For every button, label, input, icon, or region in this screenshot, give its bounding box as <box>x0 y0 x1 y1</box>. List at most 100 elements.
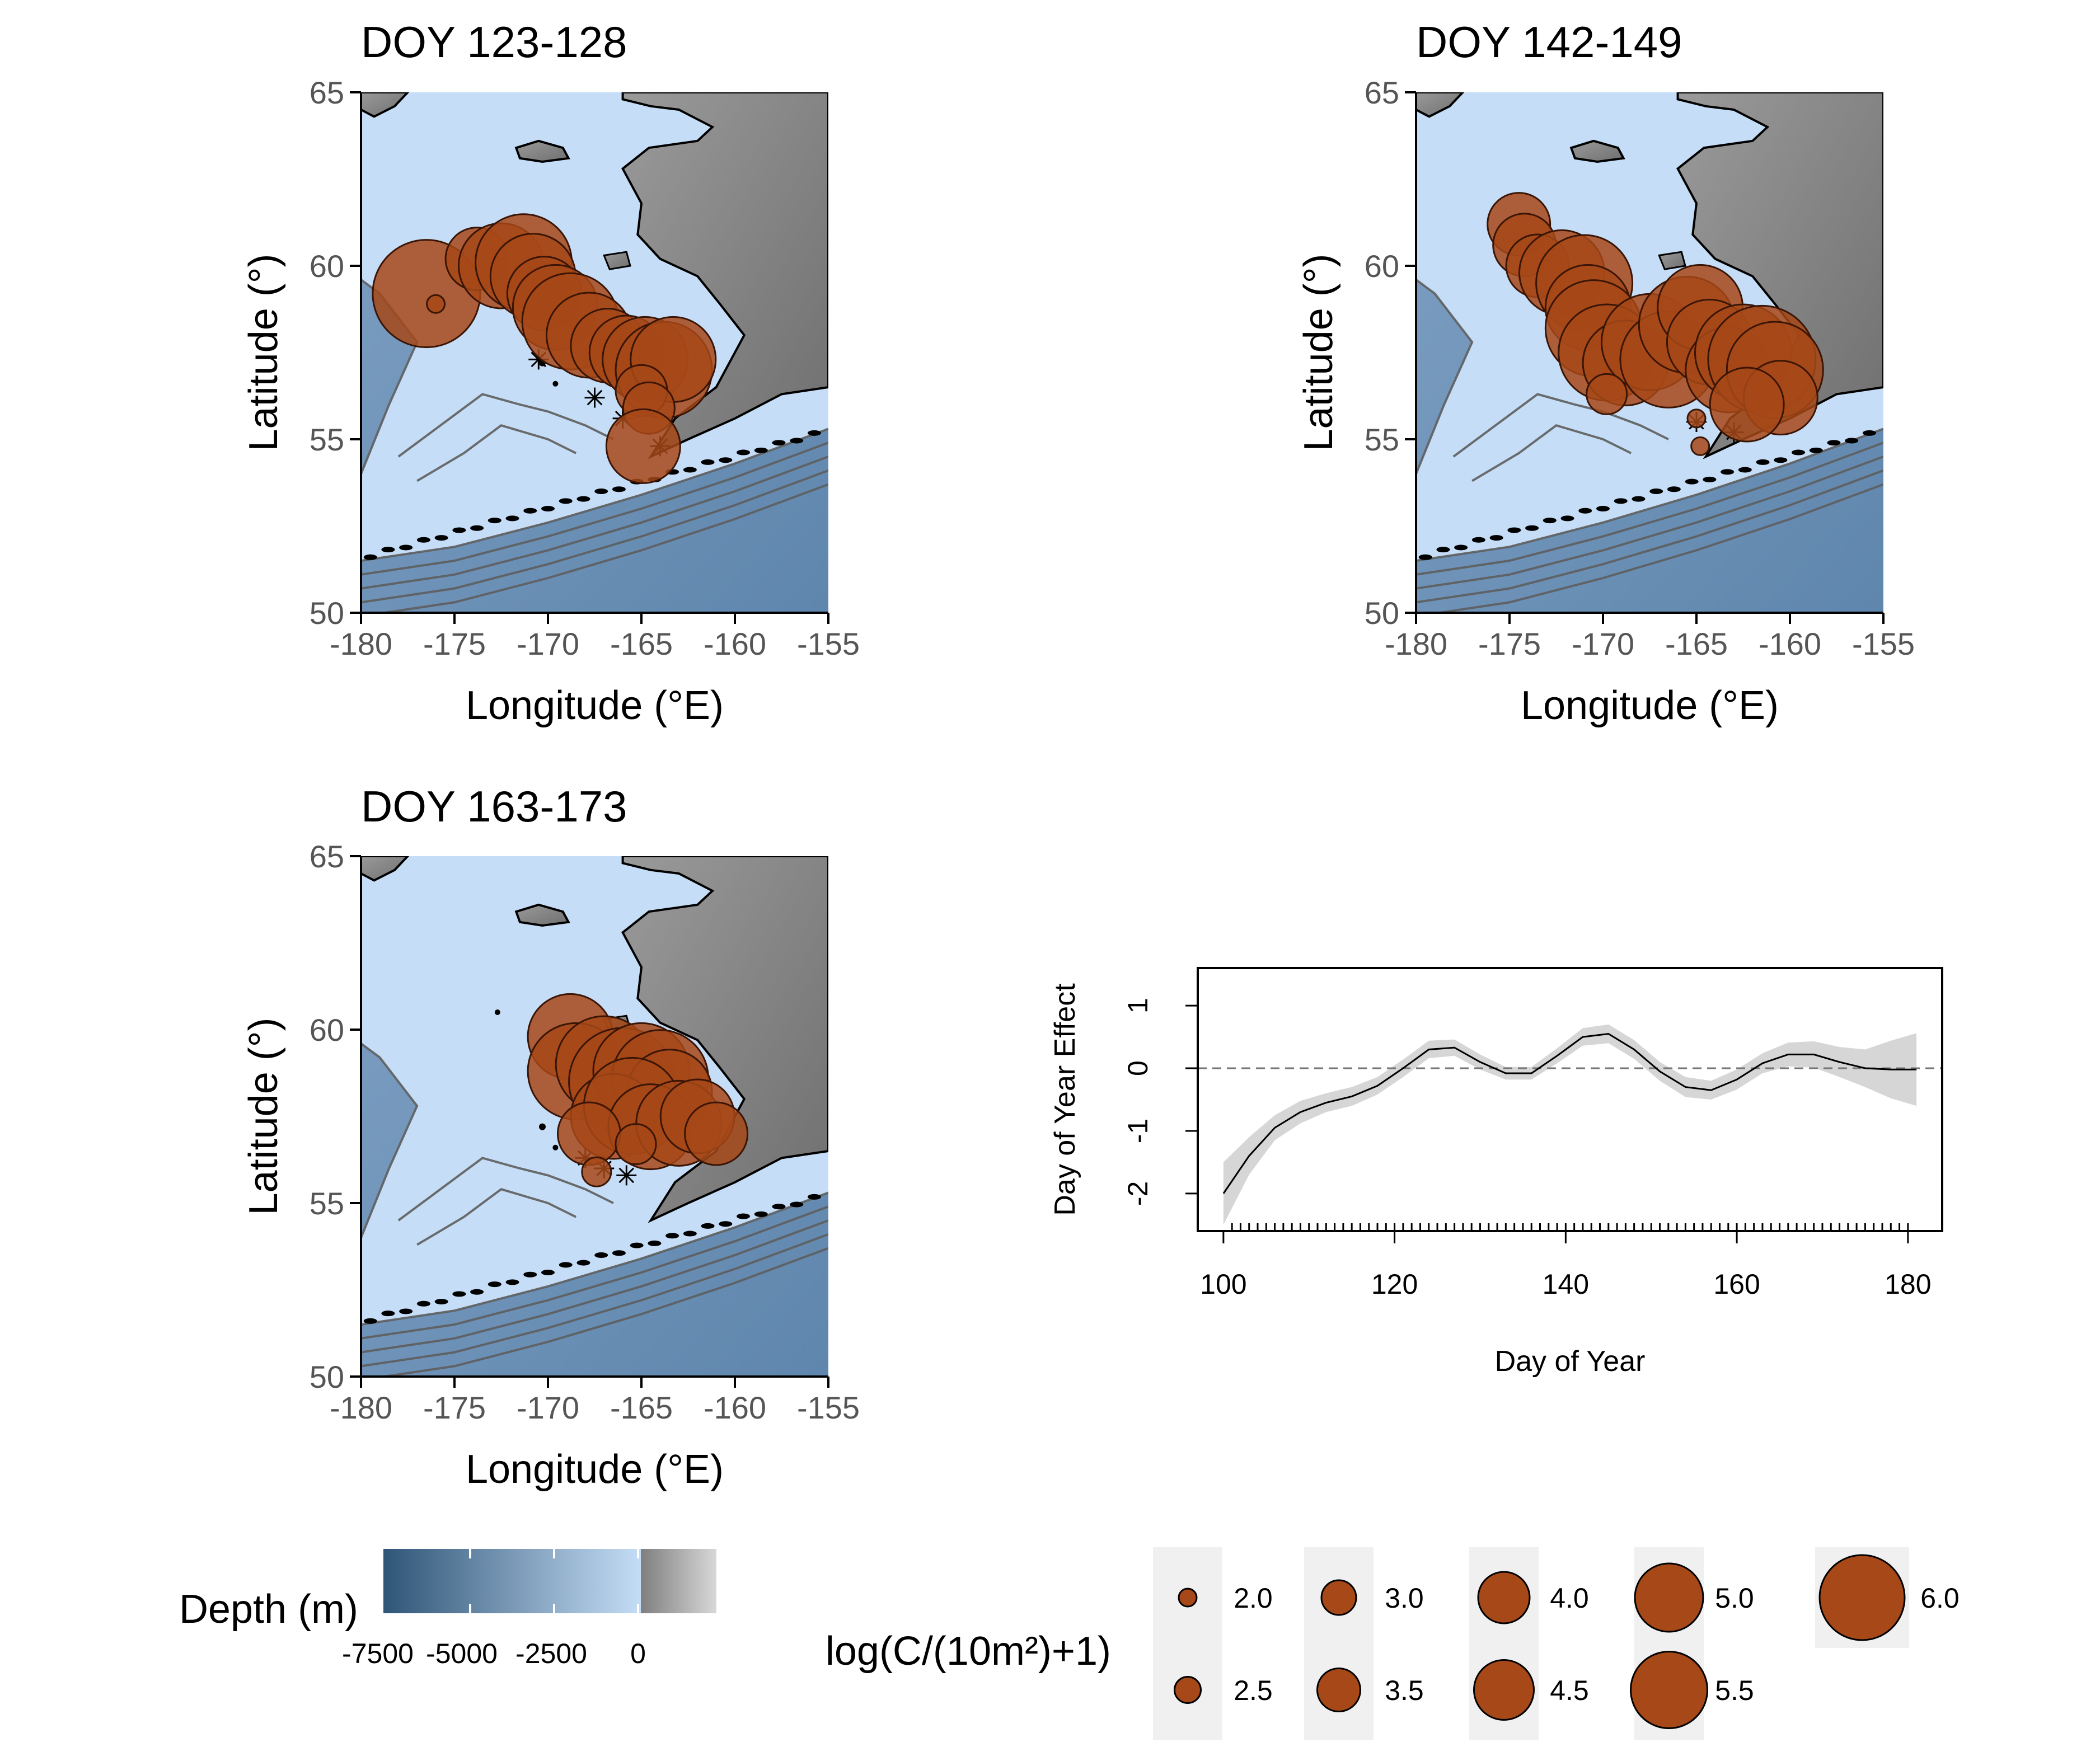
y-axis-label: Latitude (°) <box>241 1018 286 1215</box>
depth-contour <box>1452 393 1669 458</box>
size-legend-label: 3.0 <box>1385 1582 1424 1614</box>
aleutian-island <box>1774 457 1788 463</box>
size-legend-item: 2.5 <box>1153 1640 1273 1740</box>
catch-points <box>527 993 749 1187</box>
depth-legend-tick-marks <box>469 1549 639 1613</box>
aleutian-island <box>487 1281 501 1288</box>
aleutian-island <box>772 1204 786 1210</box>
depth-legend-tick-label: 0 <box>630 1638 646 1669</box>
depth-legend-tick-label: -7500 <box>342 1638 414 1669</box>
y-tick-label: 0 <box>1122 1060 1154 1076</box>
size-legend-title: log(C/(10m²)+1) <box>826 1629 1111 1674</box>
depth-contour <box>361 1219 828 1354</box>
station-mark <box>538 359 547 368</box>
aleutian-island <box>470 525 484 531</box>
y-axis-label: Latitude (°) <box>1296 254 1341 452</box>
chukotka <box>1416 92 1465 118</box>
aleutian-island <box>594 489 608 494</box>
map-panel: -180 -175 -170 -165 -160 -155 50 55 60 65 DOY 142-… <box>1296 17 1915 728</box>
depth-contour <box>1416 455 1883 590</box>
nunivak-island <box>603 251 631 270</box>
size-legend-label: 3.5 <box>1385 1675 1424 1706</box>
aleutian-island <box>541 1270 555 1275</box>
size-legend-item: 4.0 <box>1469 1547 1589 1648</box>
map-area <box>361 92 828 613</box>
x-axis-label: Longitude (°E) <box>466 1447 724 1492</box>
aleutian-island <box>363 1318 377 1324</box>
size-legend-symbol <box>1320 1579 1357 1616</box>
aleutian-island <box>1596 506 1610 511</box>
aleutian-island <box>487 518 501 524</box>
depth-legend-sea-bar <box>383 1549 641 1613</box>
size-legend-item: 2.0 <box>1153 1547 1273 1648</box>
st-lawrence-island <box>514 139 570 163</box>
aleutian-island <box>683 467 697 473</box>
y-tick-label: 50 <box>310 595 344 631</box>
aleutian-island <box>1489 535 1503 541</box>
pribilof-island <box>552 1144 559 1150</box>
size-legend-symbol <box>1174 1676 1202 1704</box>
map-axes: -180 -175 -170 -165 -160 -155 50 55 60 65 <box>310 75 860 661</box>
depth-contour <box>1416 469 1883 604</box>
y-tick-label: 60 <box>1365 248 1399 284</box>
aleutian-island <box>612 486 626 492</box>
depth-contour <box>361 455 828 590</box>
catch-point <box>556 1101 621 1166</box>
catch-point <box>615 1123 657 1166</box>
size-legend-label: 5.0 <box>1715 1582 1754 1614</box>
aleutian-island <box>1578 508 1592 514</box>
chukotka <box>361 856 410 882</box>
aleutian-island <box>1418 554 1432 560</box>
station-mark <box>531 351 540 360</box>
station-mark <box>531 359 540 368</box>
x-tick-label: -170 <box>517 626 579 661</box>
depth-contour <box>361 1191 828 1326</box>
aleutian-island <box>1862 430 1876 436</box>
aleutian-island <box>648 1240 662 1246</box>
alaska-mainland <box>621 856 828 1223</box>
depth-legend-title: Depth (m) <box>179 1587 358 1632</box>
x-tick-label: -155 <box>1852 626 1915 661</box>
aleutian-island <box>452 1291 466 1297</box>
aleutian-island <box>701 459 715 465</box>
catch-point <box>426 294 446 314</box>
aleutian-island <box>505 1279 519 1285</box>
y-tick-label: -2 <box>1122 1181 1154 1206</box>
depth-contour <box>1471 424 1632 482</box>
size-legend-label: 6.0 <box>1920 1582 1960 1614</box>
x-axis-label: Longitude (°E) <box>466 683 724 728</box>
size-legend-symbol <box>1178 1588 1198 1608</box>
aleutian-island <box>772 440 786 446</box>
catch-point <box>1690 436 1710 456</box>
st-lawrence-island <box>514 903 570 927</box>
aleutian-island <box>807 1194 821 1200</box>
plot-frame <box>1197 967 1943 1232</box>
depth-contour <box>377 483 828 613</box>
aleutian-island <box>416 537 430 543</box>
size-legend-symbol <box>1634 1562 1704 1633</box>
map-panel: -180 -175 -170 -165 -160 -155 50 55 60 65 DOY 123-… <box>241 17 860 728</box>
depth-legend: Depth (m) -7500 -5000 -2500 0 <box>179 1549 716 1669</box>
catch-point <box>684 1101 749 1166</box>
aleutian-island <box>665 1233 679 1239</box>
size-legend-label: 5.5 <box>1715 1675 1754 1706</box>
map-title: DOY 163-173 <box>361 782 627 831</box>
depth-contour <box>416 1187 576 1246</box>
size-legend-label: 2.5 <box>1234 1675 1273 1706</box>
depth-contour <box>1416 428 1883 562</box>
size-legend-symbol <box>1818 1554 1906 1641</box>
land <box>361 856 828 1324</box>
aleutian-island <box>754 447 768 453</box>
aleutian-island <box>1721 469 1735 475</box>
aleutian-island <box>399 1308 413 1314</box>
aleutian-island <box>754 1211 768 1217</box>
map-title: DOY 142-149 <box>1416 17 1682 67</box>
map-area <box>361 856 828 1377</box>
aleutian-island <box>363 554 377 560</box>
depth-contour <box>361 1205 828 1340</box>
catch-points <box>1487 192 1824 456</box>
rug <box>1231 1223 1909 1231</box>
x-tick-label: -180 <box>330 1390 392 1425</box>
depth-contour <box>397 393 614 458</box>
